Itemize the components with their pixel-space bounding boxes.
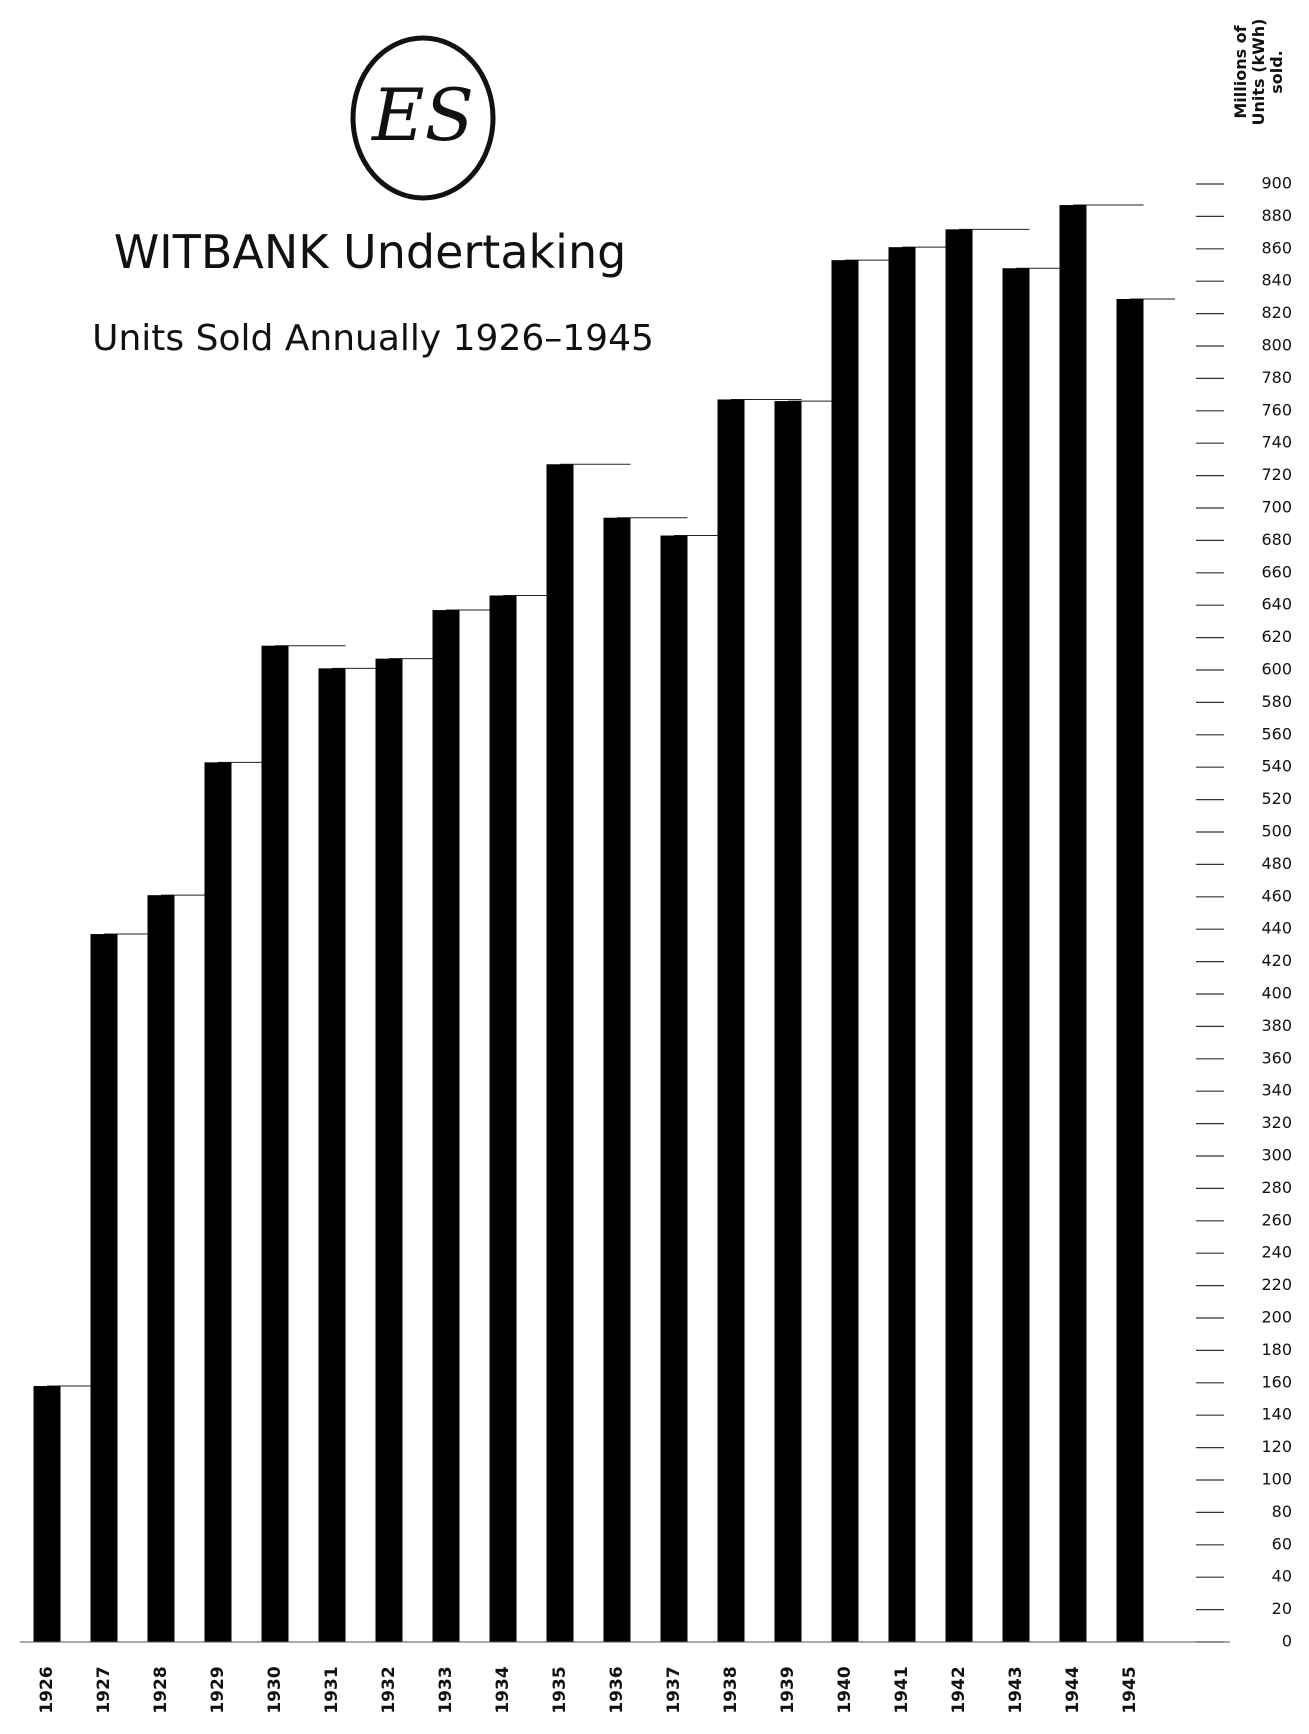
y-tick-label: 860 <box>1261 238 1292 257</box>
x-tick-label: 1941 <box>892 1666 912 1713</box>
bar <box>90 934 118 1642</box>
y-tick-label: 680 <box>1261 530 1292 549</box>
y-tick-label: 540 <box>1261 757 1292 776</box>
bar <box>660 535 688 1642</box>
y-tick-label: 520 <box>1261 789 1292 808</box>
y-tick-label: 220 <box>1261 1275 1292 1294</box>
logo: ES <box>350 35 496 201</box>
x-tick-label: 1931 <box>322 1666 342 1713</box>
y-tick-label: 500 <box>1261 822 1292 841</box>
x-tick-label: 1932 <box>379 1666 399 1713</box>
x-tick-label: 1926 <box>37 1666 57 1713</box>
y-tick-label: 580 <box>1261 692 1292 711</box>
y-tick-label: 40 <box>1272 1567 1292 1586</box>
y-tick-label: 200 <box>1261 1308 1292 1327</box>
y-tick-label: 780 <box>1261 368 1292 387</box>
x-tick-label: 1938 <box>721 1666 741 1713</box>
y-tick-label: 640 <box>1261 595 1292 614</box>
bar <box>1059 205 1087 1642</box>
x-tick-label: 1937 <box>664 1666 684 1713</box>
bar <box>375 658 403 1642</box>
y-tick-label: 480 <box>1261 854 1292 873</box>
y-tick-label: 240 <box>1261 1243 1292 1262</box>
y-tick-label: 380 <box>1261 1016 1292 1035</box>
x-tick-label: 1945 <box>1120 1666 1140 1713</box>
y-axis-title: Millions of Units (kWh) sold. <box>1231 19 1286 126</box>
y-tick-label: 760 <box>1261 400 1292 419</box>
y-tick-label: 80 <box>1272 1502 1292 1521</box>
bar <box>432 610 460 1642</box>
y-tick-label: 120 <box>1261 1437 1292 1456</box>
y-tick-label: 180 <box>1261 1340 1292 1359</box>
y-tick-label: 440 <box>1261 919 1292 938</box>
y-tick-label: 820 <box>1261 303 1292 322</box>
y-tick-label: 160 <box>1261 1372 1292 1391</box>
bar <box>147 895 175 1642</box>
bar <box>1116 299 1144 1642</box>
bar <box>318 668 346 1642</box>
y-tick-label: 60 <box>1272 1534 1292 1553</box>
chart-title: WITBANK Undertaking <box>114 225 627 279</box>
y-tick-label: 600 <box>1261 660 1292 679</box>
x-tick-label: 1933 <box>436 1666 456 1713</box>
y-axis-title-line: Millions of <box>1231 24 1250 118</box>
x-tick-label: 1939 <box>778 1666 798 1713</box>
bar <box>1002 268 1030 1642</box>
y-tick-label: 460 <box>1261 886 1292 905</box>
bar <box>888 247 916 1643</box>
logo-ring <box>350 35 496 201</box>
y-tick-label: 140 <box>1261 1405 1292 1424</box>
y-tick-label: 320 <box>1261 1113 1292 1132</box>
logo-text: ES <box>370 73 474 157</box>
y-axis-title-line: sold. <box>1267 50 1286 94</box>
y-tick-label: 560 <box>1261 724 1292 743</box>
x-tick-label: 1927 <box>94 1666 114 1713</box>
y-tick-label: 340 <box>1261 1081 1292 1100</box>
bar <box>945 229 973 1643</box>
y-tick-label: 740 <box>1261 433 1292 452</box>
y-tick-label: 660 <box>1261 562 1292 581</box>
y-tick-label: 840 <box>1261 271 1292 290</box>
bar <box>204 762 232 1642</box>
y-tick-label: 800 <box>1261 336 1292 355</box>
x-tick-label: 1942 <box>949 1666 969 1713</box>
y-tick-label: 620 <box>1261 627 1292 646</box>
y-tick-label: 880 <box>1261 206 1292 225</box>
bar <box>546 464 574 1642</box>
y-tick-label: 360 <box>1261 1048 1292 1067</box>
bar <box>261 645 289 1642</box>
x-tick-label: 1944 <box>1063 1666 1083 1713</box>
x-tick-label: 1943 <box>1006 1666 1026 1713</box>
y-tick-label: 20 <box>1272 1599 1292 1618</box>
y-tick-label: 420 <box>1261 951 1292 970</box>
bar <box>717 399 745 1643</box>
y-tick-label: 300 <box>1261 1146 1292 1165</box>
x-tick-label: 1929 <box>208 1666 228 1713</box>
x-tick-label: 1928 <box>151 1666 171 1713</box>
bar <box>603 517 631 1642</box>
y-tick-label: 700 <box>1261 498 1292 517</box>
y-tick-label: 900 <box>1261 174 1292 193</box>
bar <box>489 595 517 1642</box>
y-tick-label: 0 <box>1282 1632 1292 1651</box>
y-tick-label: 260 <box>1261 1210 1292 1229</box>
x-tick-label: 1935 <box>550 1666 570 1713</box>
y-tick-label: 100 <box>1261 1470 1292 1489</box>
bar <box>831 260 859 1642</box>
y-tick-label: 400 <box>1261 984 1292 1003</box>
x-tick-label: 1934 <box>493 1666 513 1713</box>
y-tick-label: 280 <box>1261 1178 1292 1197</box>
chart-subtitle: Units Sold Annually 1926–1945 <box>92 318 654 359</box>
x-tick-label: 1930 <box>265 1666 285 1713</box>
x-tick-label: 1936 <box>607 1666 627 1713</box>
x-tick-label: 1940 <box>835 1666 855 1713</box>
bar <box>33 1386 61 1642</box>
y-axis-title-line: Units (kWh) <box>1249 19 1268 126</box>
y-tick-label: 720 <box>1261 465 1292 484</box>
bar <box>774 401 802 1643</box>
